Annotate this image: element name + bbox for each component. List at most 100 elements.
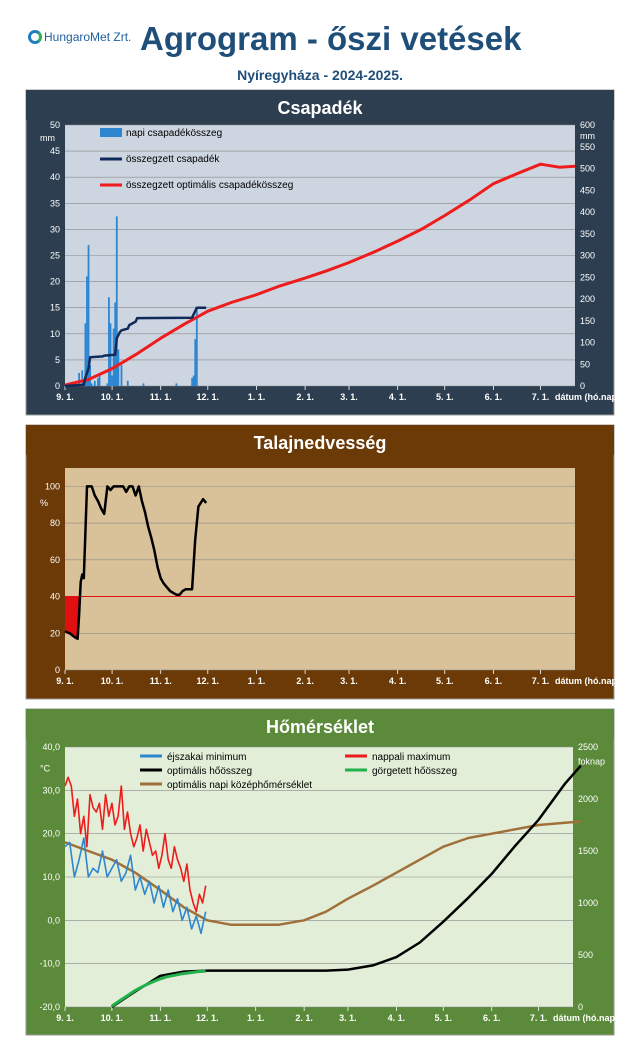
x-tick-label: 5. 1. (436, 392, 454, 402)
night-minimum-line (64, 837, 207, 935)
y-left-tick-label: 20 (50, 277, 60, 287)
y-left-tick-label: -20,0 (39, 1002, 60, 1012)
x-tick-label: 9. 1. (56, 1013, 74, 1023)
precipitation-bar (97, 378, 99, 386)
x-tick-label: 9. 1. (56, 676, 74, 686)
precipitation-bar (87, 245, 90, 386)
y-left-tick-label: 40,0 (42, 742, 60, 752)
precipitation-bar (115, 216, 118, 386)
optimal-cumulative-precip-line (64, 162, 576, 387)
x-tick-label: 11. 1. (150, 392, 172, 402)
y-right-tick-label: 600 (580, 120, 595, 130)
precipitation-bar (126, 380, 129, 386)
legend-label: görgetett hőösszeg (372, 766, 457, 777)
rolling-heat-sum-line (111, 969, 206, 1008)
precipitation-bar (112, 328, 115, 386)
x-tick-label: 12. 1. (196, 1013, 219, 1023)
precipitation-bar (98, 375, 101, 386)
x-tick-label: 1. 1. (248, 392, 266, 402)
x-tick-label: 1. 1. (248, 676, 266, 686)
y-left-tick-label: 80 (50, 518, 60, 528)
precipitation-bar (194, 339, 197, 386)
precipitation-panel: Csapadék 0 5 10 15 20 25 30 35 40 45 50 mm 0 50 100 150 2… (25, 89, 615, 416)
y-left-tick-label: 10,0 (42, 872, 60, 882)
hungaromet-logo: HungaroMet Zrt. (28, 30, 131, 44)
precipitation-bar (90, 383, 93, 386)
x-tick-label: 4. 1. (389, 676, 407, 686)
x-tick-label: 4. 1. (388, 1013, 406, 1023)
precipitation-bar (117, 349, 120, 386)
precipitation-chart: Csapadék 0 5 10 15 20 25 30 35 40 45 50 mm 0 50 100 150 2… (25, 89, 615, 416)
legend-label: összegzett optimális csapadékösszeg (126, 180, 293, 191)
y-right-tick-label: 350 (580, 229, 595, 239)
x-tick-label: 6. 1. (483, 1013, 501, 1023)
y-right-tick-label: 2500 (578, 742, 598, 752)
y-left-tick-label: 20 (50, 628, 60, 638)
y-left-tick-label: 30,0 (42, 785, 60, 795)
x-tick-label: 6. 1. (485, 676, 503, 686)
x-axis-label: dátum (hó.nap) (553, 1013, 615, 1023)
x-tick-label: 1. 1. (247, 1013, 265, 1023)
y-left-tick-label: 60 (50, 555, 60, 565)
cumulative-precip-line (64, 306, 207, 388)
legend-label: optimális hőösszeg (167, 766, 252, 777)
x-tick-label: 5. 1. (436, 676, 454, 686)
y-right-tick-label: 0 (580, 381, 585, 391)
soil-moisture-line (64, 485, 208, 641)
y-left-tick-label: 0,0 (47, 915, 60, 925)
precipitation-bar (195, 307, 198, 386)
soil-moisture-chart: Talajnedvesség 0 20 40 60 80 100% 9. 1. 10. 1. 11… (25, 424, 615, 700)
chart-title: Talajnedvesség (254, 433, 387, 453)
precipitation-bar (192, 375, 195, 386)
y-left-tick-label: 35 (50, 198, 60, 208)
y-left-tick-label: 45 (50, 146, 60, 156)
y-left-tick-label: 0 (55, 381, 60, 391)
y-right-tick-label: 150 (580, 316, 595, 326)
y-left-tick-label: 15 (50, 303, 60, 313)
precipitation-bar (78, 372, 81, 386)
y-left-tick-label: 40 (50, 172, 60, 182)
panel-header (26, 709, 614, 739)
logo-icon (28, 30, 42, 44)
y-left-tick-label: 5 (55, 355, 60, 365)
y-left-tick-label: 25 (50, 251, 60, 261)
precipitation-bar (142, 383, 145, 386)
precipitation-bar (106, 383, 109, 386)
y-left-tick-label: 0 (55, 665, 60, 675)
x-tick-label: 10. 1. (101, 676, 124, 686)
x-tick-label: 3. 1. (340, 392, 358, 402)
x-tick-label: 2. 1. (295, 1013, 313, 1023)
y-right-tick-label: 50 (580, 359, 590, 369)
precipitation-bar (111, 375, 113, 386)
legend-swatch (100, 128, 122, 137)
precipitation-bar (89, 365, 92, 386)
temperature-chart: Hőmérséklet 40,0 30,0 20,0 10,0 0,0 -10,0 -20,0… (25, 708, 615, 1036)
x-tick-label: 3. 1. (340, 676, 358, 686)
x-tick-label: 4. 1. (389, 392, 407, 402)
x-tick-label: 6. 1. (485, 392, 503, 402)
y-right-tick-label: 200 (580, 294, 595, 304)
y-right-tick-label: 500 (580, 164, 595, 174)
y-left-tick-label: 20,0 (42, 829, 60, 839)
x-tick-label: 2. 1. (296, 676, 314, 686)
x-tick-label: 11. 1. (150, 676, 172, 686)
y-right-tick-label: 550 (580, 142, 595, 152)
panel-header (26, 90, 614, 120)
y-right-tick-label: 1500 (578, 846, 598, 856)
y-right-tick-label: 500 (578, 950, 593, 960)
precipitation-bar (191, 378, 194, 386)
legend-label: éjszakai minimum (167, 752, 246, 763)
y-right-tick-label: 0 (578, 1002, 583, 1012)
x-tick-label: 7. 1. (532, 392, 550, 402)
legend-label: nappali maximum (372, 752, 450, 763)
page-title: Agrogram - őszi vetések (140, 20, 522, 57)
deficit-area (65, 596, 80, 639)
x-tick-label: 12. 1. (197, 392, 220, 402)
y-right-tick-label: 300 (580, 251, 595, 261)
chart-title: Hőmérséklet (266, 717, 374, 737)
x-axis-label: dátum (hó.nap) (555, 392, 615, 402)
legend-label: napi csapadékösszeg (126, 128, 222, 139)
y-left-tick-label: 100 (45, 481, 60, 491)
x-tick-label: 12. 1. (197, 676, 220, 686)
x-tick-label: 10. 1. (101, 392, 124, 402)
